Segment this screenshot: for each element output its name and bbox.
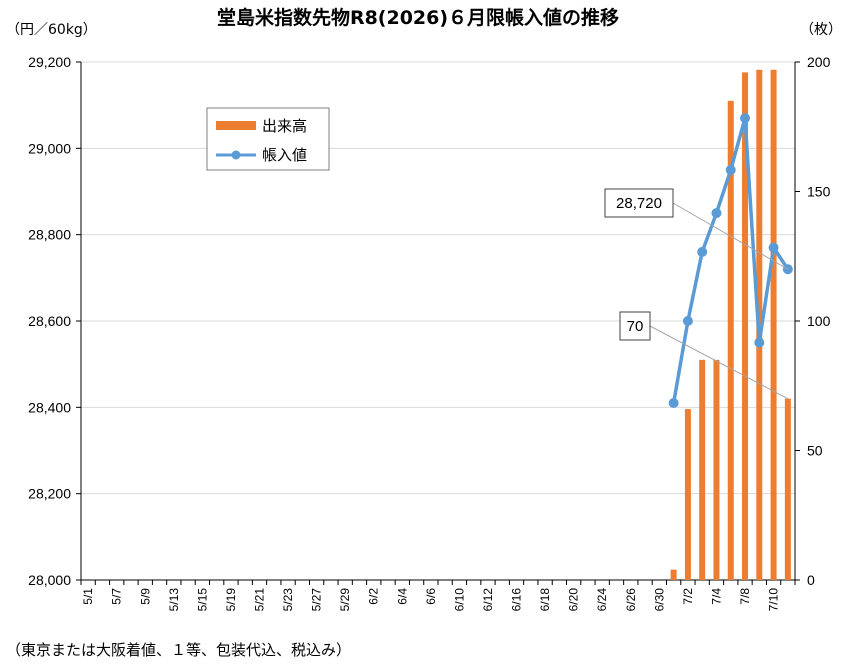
- x-tick-label: 7/2: [681, 588, 695, 605]
- volume-bar: [670, 569, 677, 580]
- x-tick-label: 6/20: [567, 588, 581, 612]
- y-right-tick-label: 50: [807, 443, 823, 459]
- callout-box: [619, 311, 651, 341]
- chart-title: 堂島米指数先物R8(2026)６月限帳入値の推移: [217, 6, 619, 29]
- y-right-tick-label: 0: [807, 572, 815, 588]
- callouts: 28,720 70: [604, 188, 789, 400]
- x-tick-label: 5/27: [310, 588, 324, 612]
- x-tick-label: 7/8: [738, 588, 752, 605]
- x-tick-label: 6/16: [510, 588, 524, 612]
- x-tick-label: 6/18: [538, 588, 552, 612]
- x-tick-label: 6/6: [424, 588, 438, 605]
- x-tick-label: 7/10: [767, 588, 781, 612]
- x-tick-label: 5/29: [338, 588, 352, 612]
- line-series: [668, 113, 793, 409]
- legend-label-settlement: 帳入値: [262, 146, 307, 164]
- settlement-point: [697, 246, 708, 257]
- settlement-point: [711, 208, 722, 219]
- callout-leader: [649, 325, 789, 400]
- settlement-point: [768, 242, 779, 253]
- y-left-axis: 28,000 28,200 28,400 28,600 28,800 29,000 29,2…: [28, 54, 82, 588]
- y-left-tick-label: 28,600: [28, 313, 71, 329]
- x-tick-label: 5/9: [138, 588, 152, 605]
- gridlines: [81, 61, 795, 495]
- y-left-tick-label: 28,200: [28, 486, 71, 502]
- volume-bar: [742, 72, 749, 581]
- y-left-unit: （円／60kg）: [6, 22, 97, 38]
- volume-bar: [713, 359, 720, 580]
- legend-label-volume: 出来高: [262, 117, 307, 135]
- x-tick-label: 6/26: [624, 588, 638, 612]
- legend-bar-swatch: [216, 121, 256, 130]
- volume-bar: [699, 359, 706, 580]
- callout-label: 70: [627, 318, 644, 335]
- x-tick-label: 6/4: [395, 588, 409, 605]
- x-tick-label: 5/19: [224, 588, 238, 612]
- x-tick-label: 5/7: [110, 588, 124, 605]
- x-tick-label: 5/15: [195, 588, 209, 612]
- callout-leader: [672, 202, 789, 270]
- volume-bar: [727, 100, 734, 580]
- x-tick-label: 7/4: [709, 588, 723, 605]
- x-tick-label: 5/21: [253, 588, 267, 612]
- y-left-tick-label: 29,000: [28, 140, 71, 156]
- x-tick-label: 6/30: [652, 588, 666, 612]
- settlement-point: [725, 164, 736, 175]
- footnote: （東京または大阪着値、１等、包装代込、税込み）: [6, 641, 351, 659]
- y-left-tick-label: 29,200: [28, 54, 71, 70]
- legend: 出来高 帳入値: [206, 107, 330, 171]
- x-tick-label: 6/10: [452, 588, 466, 612]
- legend-line-marker: [231, 150, 241, 160]
- settlement-point: [668, 398, 679, 409]
- x-tick-label: 6/12: [481, 588, 495, 612]
- y-right-tick-label: 100: [807, 313, 831, 329]
- y-right-tick-label: 200: [807, 54, 831, 70]
- x-tick-label: 5/23: [281, 588, 295, 612]
- callout-box: [604, 188, 674, 218]
- volume-bar: [770, 69, 777, 581]
- y-right-unit: （枚）: [800, 22, 842, 38]
- legend-box: [206, 107, 330, 171]
- x-tick-label: 5/13: [167, 588, 181, 612]
- y-right-axis: 0 50 100 150 200: [794, 54, 831, 588]
- settlement-point: [682, 316, 693, 326]
- y-left-tick-label: 28,000: [28, 572, 71, 588]
- x-tick-label: 6/24: [595, 588, 609, 612]
- volume-bar: [784, 398, 791, 580]
- y-right-tick-label: 150: [807, 184, 831, 200]
- y-left-tick-label: 28,800: [28, 227, 71, 243]
- volume-bar: [684, 409, 691, 580]
- settlement-point: [740, 113, 751, 124]
- x-tick-label: 5/1: [81, 588, 95, 605]
- x-tick-label: 6/2: [367, 588, 381, 605]
- y-left-tick-label: 28,400: [28, 399, 71, 415]
- callout-label: 28,720: [616, 195, 662, 212]
- settlement-point: [754, 337, 765, 348]
- x-axis: 5/1 5/7 5/9 5/13 5/15 5/19 5/21 5/23 5/27 5/29 6/2…: [80, 579, 796, 612]
